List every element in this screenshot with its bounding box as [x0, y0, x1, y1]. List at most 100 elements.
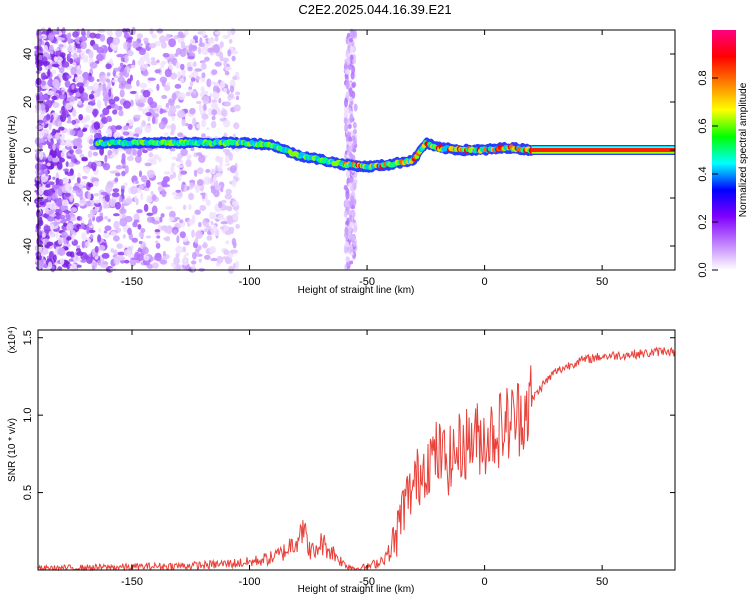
spectrogram-noise-cell [136, 33, 143, 39]
spectrogram-noise-cell [211, 115, 216, 121]
spectrogram-noise-cell [138, 231, 144, 238]
spectrogram-noise-cell [161, 94, 168, 100]
spectrogram-noise-cell [348, 215, 353, 223]
spectrogram-noise-cell [224, 163, 231, 167]
x-tick-label: -100 [239, 276, 261, 288]
spectrogram-noise-cell [189, 179, 196, 184]
spectrogram-noise-cell [221, 199, 227, 204]
spectrogram-noise-cell [73, 124, 80, 129]
spectrogram-noise-cell [103, 230, 108, 234]
spectrogram-noise-cell [161, 79, 166, 87]
spectrogram-noise-cell [201, 46, 210, 55]
spectrogram-noise-cell [353, 128, 357, 135]
spectrogram-noise-cell [170, 164, 175, 174]
spectrogram-noise-cell [232, 214, 238, 221]
spectrogram-noise-cell [345, 220, 350, 226]
spectrogram-noise-cell [72, 185, 80, 191]
spectrogram-noise-cell [345, 108, 350, 115]
snr-y-scale: (x10⁴) [7, 326, 18, 353]
spectrogram-noise-cell [161, 189, 166, 198]
spectrogram-noise-cell [345, 69, 350, 75]
spectrogram-noise-cell [76, 251, 84, 256]
spectrogram-noise-cell [41, 94, 49, 99]
spectrogram-noise-cell [144, 124, 152, 133]
spectrogram-noise-cell [124, 215, 133, 223]
spectrogram-noise-cell [62, 199, 69, 207]
spectrogram-noise-cell [201, 30, 206, 37]
spectrogram-noise-cell [146, 179, 151, 189]
spectrogram-noise-cell [344, 226, 349, 236]
spectrogram-noise-cell [75, 91, 81, 98]
y-tick-label: 0 [22, 147, 34, 153]
spectrogram-noise-cell [193, 61, 197, 68]
spectrogram-noise-cell [146, 212, 154, 216]
spectrogram-noise-cell [89, 208, 98, 215]
spectrogram-noise-cell [108, 98, 116, 105]
spectrogram-noise-cell [89, 32, 97, 39]
colorbar-tick-label: 0.0 [697, 262, 709, 277]
spectrogram-noise-cell [224, 101, 232, 107]
spectrogram-noise-cell [93, 199, 101, 204]
spectrogram-noise-cell [97, 234, 102, 243]
spectrogram-noise-cell [87, 150, 93, 158]
spectrogram-noise-cell [182, 262, 188, 266]
spectrogram-noise-cell [218, 201, 223, 209]
spectrogram-noise-cell [113, 235, 120, 242]
spectrogram-noise-cell [187, 66, 193, 72]
spectrogram-noise-cell [214, 228, 220, 237]
spectrogram-noise-cell [46, 90, 55, 96]
spectrogram-noise-cell [84, 97, 88, 101]
spectrogram-noise-cell [93, 181, 99, 187]
snr-panel: -150 -100 -50 0 50 0.5 1.0 1.5 Height of strai… [7, 326, 676, 595]
spectrogram-noise-cell [76, 176, 81, 184]
spectrogram-noise-cell [224, 205, 233, 211]
spectrogram-noise-cell [113, 96, 120, 102]
spectrogram-noise-cell [75, 148, 83, 155]
spectrogram-noise-cell [111, 192, 120, 198]
spectrogram-noise-cell [69, 251, 75, 258]
spectrogram-noise-cell [52, 176, 56, 180]
spectrogram-noise-cell [61, 27, 66, 36]
spectrogram-noise-cell [229, 165, 237, 174]
spectrogram-noise-cell [140, 192, 144, 201]
spectrogram-noise-cell [123, 182, 128, 187]
spectrogram-noise-cell [104, 225, 112, 231]
spectrogram-noise-cell [41, 85, 48, 90]
spectrogram-noise-cell [55, 90, 61, 94]
spectrogram-noise-cell [174, 52, 179, 57]
spectrogram-noise-cell [165, 124, 172, 129]
spectrogram-noise-cell [106, 180, 114, 189]
spectrogram-noise-cell [172, 264, 177, 271]
spectrogram-noise-cell [162, 250, 166, 257]
spectrogram-noise-cell [115, 28, 123, 38]
spectrogram-noise-cell [55, 197, 62, 207]
spectrogram-noise-cell [150, 57, 156, 61]
spectrogram-noise-cell [78, 225, 86, 230]
spectrogram-noise-cell [348, 136, 353, 142]
spectrogram-noise-cell [213, 174, 217, 183]
spectrogram-noise-cell [210, 185, 216, 190]
spectrogram-noise-cell [98, 215, 104, 222]
spectrogram-noise-cell [151, 205, 158, 215]
spectrogram-noise-cell [124, 32, 130, 40]
spectrogram-noise-cell [211, 69, 218, 75]
spectrogram-noise-cell [87, 182, 94, 188]
spectrogram-noise-cell [207, 231, 212, 235]
spectrogram-noise-cell [164, 68, 172, 78]
spectrogram-noise-cell [88, 218, 92, 226]
spectrogram-noise-cell [125, 198, 133, 205]
spectrogram-noise-cell [171, 162, 176, 167]
spectrogram-noise-cell [38, 142, 43, 150]
spectrogram-noise-cell [89, 61, 98, 69]
spectrogram-noise-cell [72, 53, 78, 59]
spectrogram-noise-cell [169, 174, 174, 180]
spectrogram-noise-cell [116, 243, 123, 249]
x-tick-label: -50 [359, 576, 375, 588]
spectrogram-noise-cell [56, 37, 65, 41]
spectrogram-noise-cell [151, 33, 157, 39]
spectrogram-noise-cell [121, 153, 126, 162]
spectrogram-noise-cell [81, 240, 86, 249]
spectrogram-noise-cell [142, 89, 151, 98]
spectrogram-noise-cell [347, 182, 352, 189]
spectrogram-noise-cell [72, 62, 77, 68]
